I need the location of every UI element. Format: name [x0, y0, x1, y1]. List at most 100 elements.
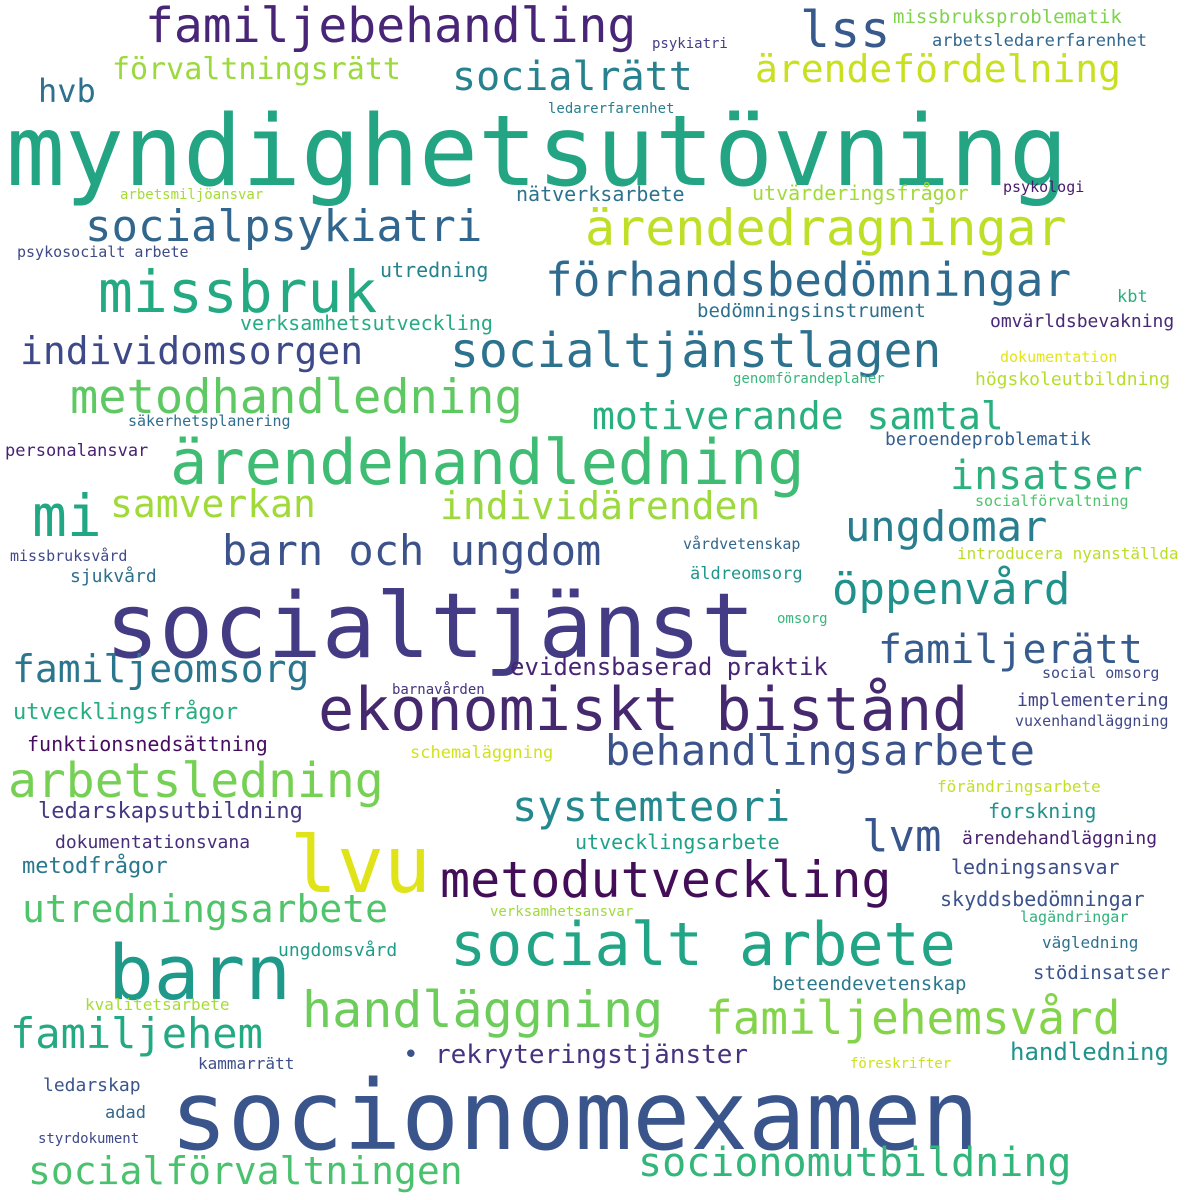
word: bedömningsinstrument [697, 300, 926, 322]
word: högskoleutbildning [975, 369, 1171, 390]
word: förhandsbedömningar [545, 253, 1072, 307]
word: omsorg [777, 611, 828, 627]
word: adad [105, 1103, 146, 1123]
word: behandlingsarbete [605, 726, 1035, 775]
word: ungdomar [845, 502, 1048, 551]
word: utvärderingsfrågor [752, 181, 969, 205]
word: socialförvaltningen [28, 1149, 463, 1193]
word: förvaltningsrätt [112, 52, 401, 87]
word: beteendevetenskap [772, 973, 967, 995]
word: missbruk [98, 258, 378, 326]
word: socialförvaltning [975, 492, 1129, 510]
word: hvb [38, 72, 96, 110]
word: psykosocialt arbete [17, 243, 189, 261]
word: psykologi [1003, 178, 1085, 196]
word: nätverksarbete [516, 182, 685, 206]
word: ledningsansvar [951, 855, 1120, 879]
word: familjerätt [878, 627, 1143, 673]
word: arbetsledarerfarenhet [932, 31, 1147, 51]
word: stödinsatser [1033, 962, 1171, 984]
word: barn och ungdom [222, 526, 602, 575]
word: skyddsbedömningar [940, 887, 1145, 911]
word: beroendeproblematik [885, 429, 1091, 450]
word: barnavården [392, 682, 485, 698]
word: socionomexamen [170, 1060, 980, 1172]
word: insatser [950, 453, 1143, 499]
word: ärendehandläggning [962, 828, 1158, 849]
word: kvalitetsarbete [85, 995, 230, 1014]
word: metodutveckling [440, 851, 892, 909]
word: rekryteringstjänster [435, 1040, 749, 1070]
word: styrdokument [38, 1131, 140, 1147]
word: handledning [1010, 1038, 1169, 1066]
word: socionomutbildning [638, 1140, 1072, 1186]
word: familjebehandling [145, 0, 637, 54]
word: ungdomsvård [278, 940, 398, 961]
word: familjeomsorg [12, 647, 310, 691]
word: barn [108, 928, 292, 1017]
word: socialtjänstlagen [450, 323, 942, 379]
word: socialt arbete [450, 910, 956, 980]
word: individomsorgen [20, 329, 364, 373]
word: myndighetsutövning [6, 95, 1069, 209]
word: kammarrätt [198, 1054, 295, 1073]
word: vägledning [1042, 933, 1139, 952]
word: forskning [988, 799, 1097, 823]
word: ärendedragningar [585, 199, 1067, 257]
word: social omsorg [1042, 664, 1160, 682]
word: äldreomsorg [690, 564, 803, 584]
word: ledarerfarenhet [548, 101, 675, 117]
word: socialrätt [452, 54, 693, 100]
word: utvecklingsarbete [575, 830, 780, 854]
word: ärendehandledning [170, 426, 805, 499]
word: ekonomiskt bistånd [318, 675, 969, 745]
word: individärenden [440, 484, 761, 528]
word: utvecklingsfrågor [13, 700, 239, 725]
word: motiverande samtal [592, 394, 1004, 438]
word: dokumentation [1000, 348, 1118, 366]
word: vårdvetenskap [683, 535, 801, 553]
word: personalansvar [5, 441, 149, 461]
word: öppenvård [832, 564, 1071, 615]
word: familjehemsvård [705, 991, 1121, 1045]
word: familjehem [10, 1009, 263, 1058]
word: vuxenhandläggning [1015, 712, 1169, 730]
word: funktionsnedsättning [27, 732, 268, 756]
word: metodfrågor [22, 854, 168, 879]
word: handläggning [302, 981, 664, 1039]
word: föreskrifter [850, 1056, 952, 1072]
word: lss [800, 1, 891, 59]
word: socialpsykiatri [85, 201, 483, 252]
word: schemaläggning [410, 743, 554, 763]
word: • [403, 1040, 419, 1070]
word: metodhandledning [70, 370, 523, 425]
word: systemteori [512, 782, 791, 831]
word: sjukvård [70, 566, 157, 587]
word: arbetsledning [8, 753, 384, 809]
word: genomförandeplaner [733, 371, 885, 387]
word: lagändringar [1020, 908, 1129, 926]
word: kbt [1117, 287, 1148, 307]
word: dokumentationsvana [55, 832, 251, 853]
word: ledarskap [43, 1075, 141, 1096]
word: psykiatri [652, 36, 728, 52]
word: introducera nyanställda [957, 544, 1179, 563]
word: mi [32, 482, 102, 550]
word: utredning [380, 258, 489, 282]
word: verksamhetsutveckling [240, 311, 493, 335]
word: lvm [862, 811, 942, 862]
word: förändringsarbete [937, 777, 1101, 796]
word: missbruksvård [10, 547, 128, 565]
word: ledarskapsutbildning [38, 799, 303, 824]
word: missbruksproblematik [893, 6, 1122, 28]
word: omvärldsbevakning [990, 311, 1175, 332]
word: lvu [290, 821, 431, 911]
word: ärendefördelning [755, 47, 1122, 91]
word: säkerhetsplanering [128, 412, 291, 430]
word: implementering [1017, 690, 1169, 711]
word: utredningsarbete [22, 887, 389, 931]
word: evidensbaserad praktik [510, 653, 828, 681]
word: arbetsmiljöansvar [120, 187, 264, 203]
word: socialtjänst [105, 574, 756, 679]
